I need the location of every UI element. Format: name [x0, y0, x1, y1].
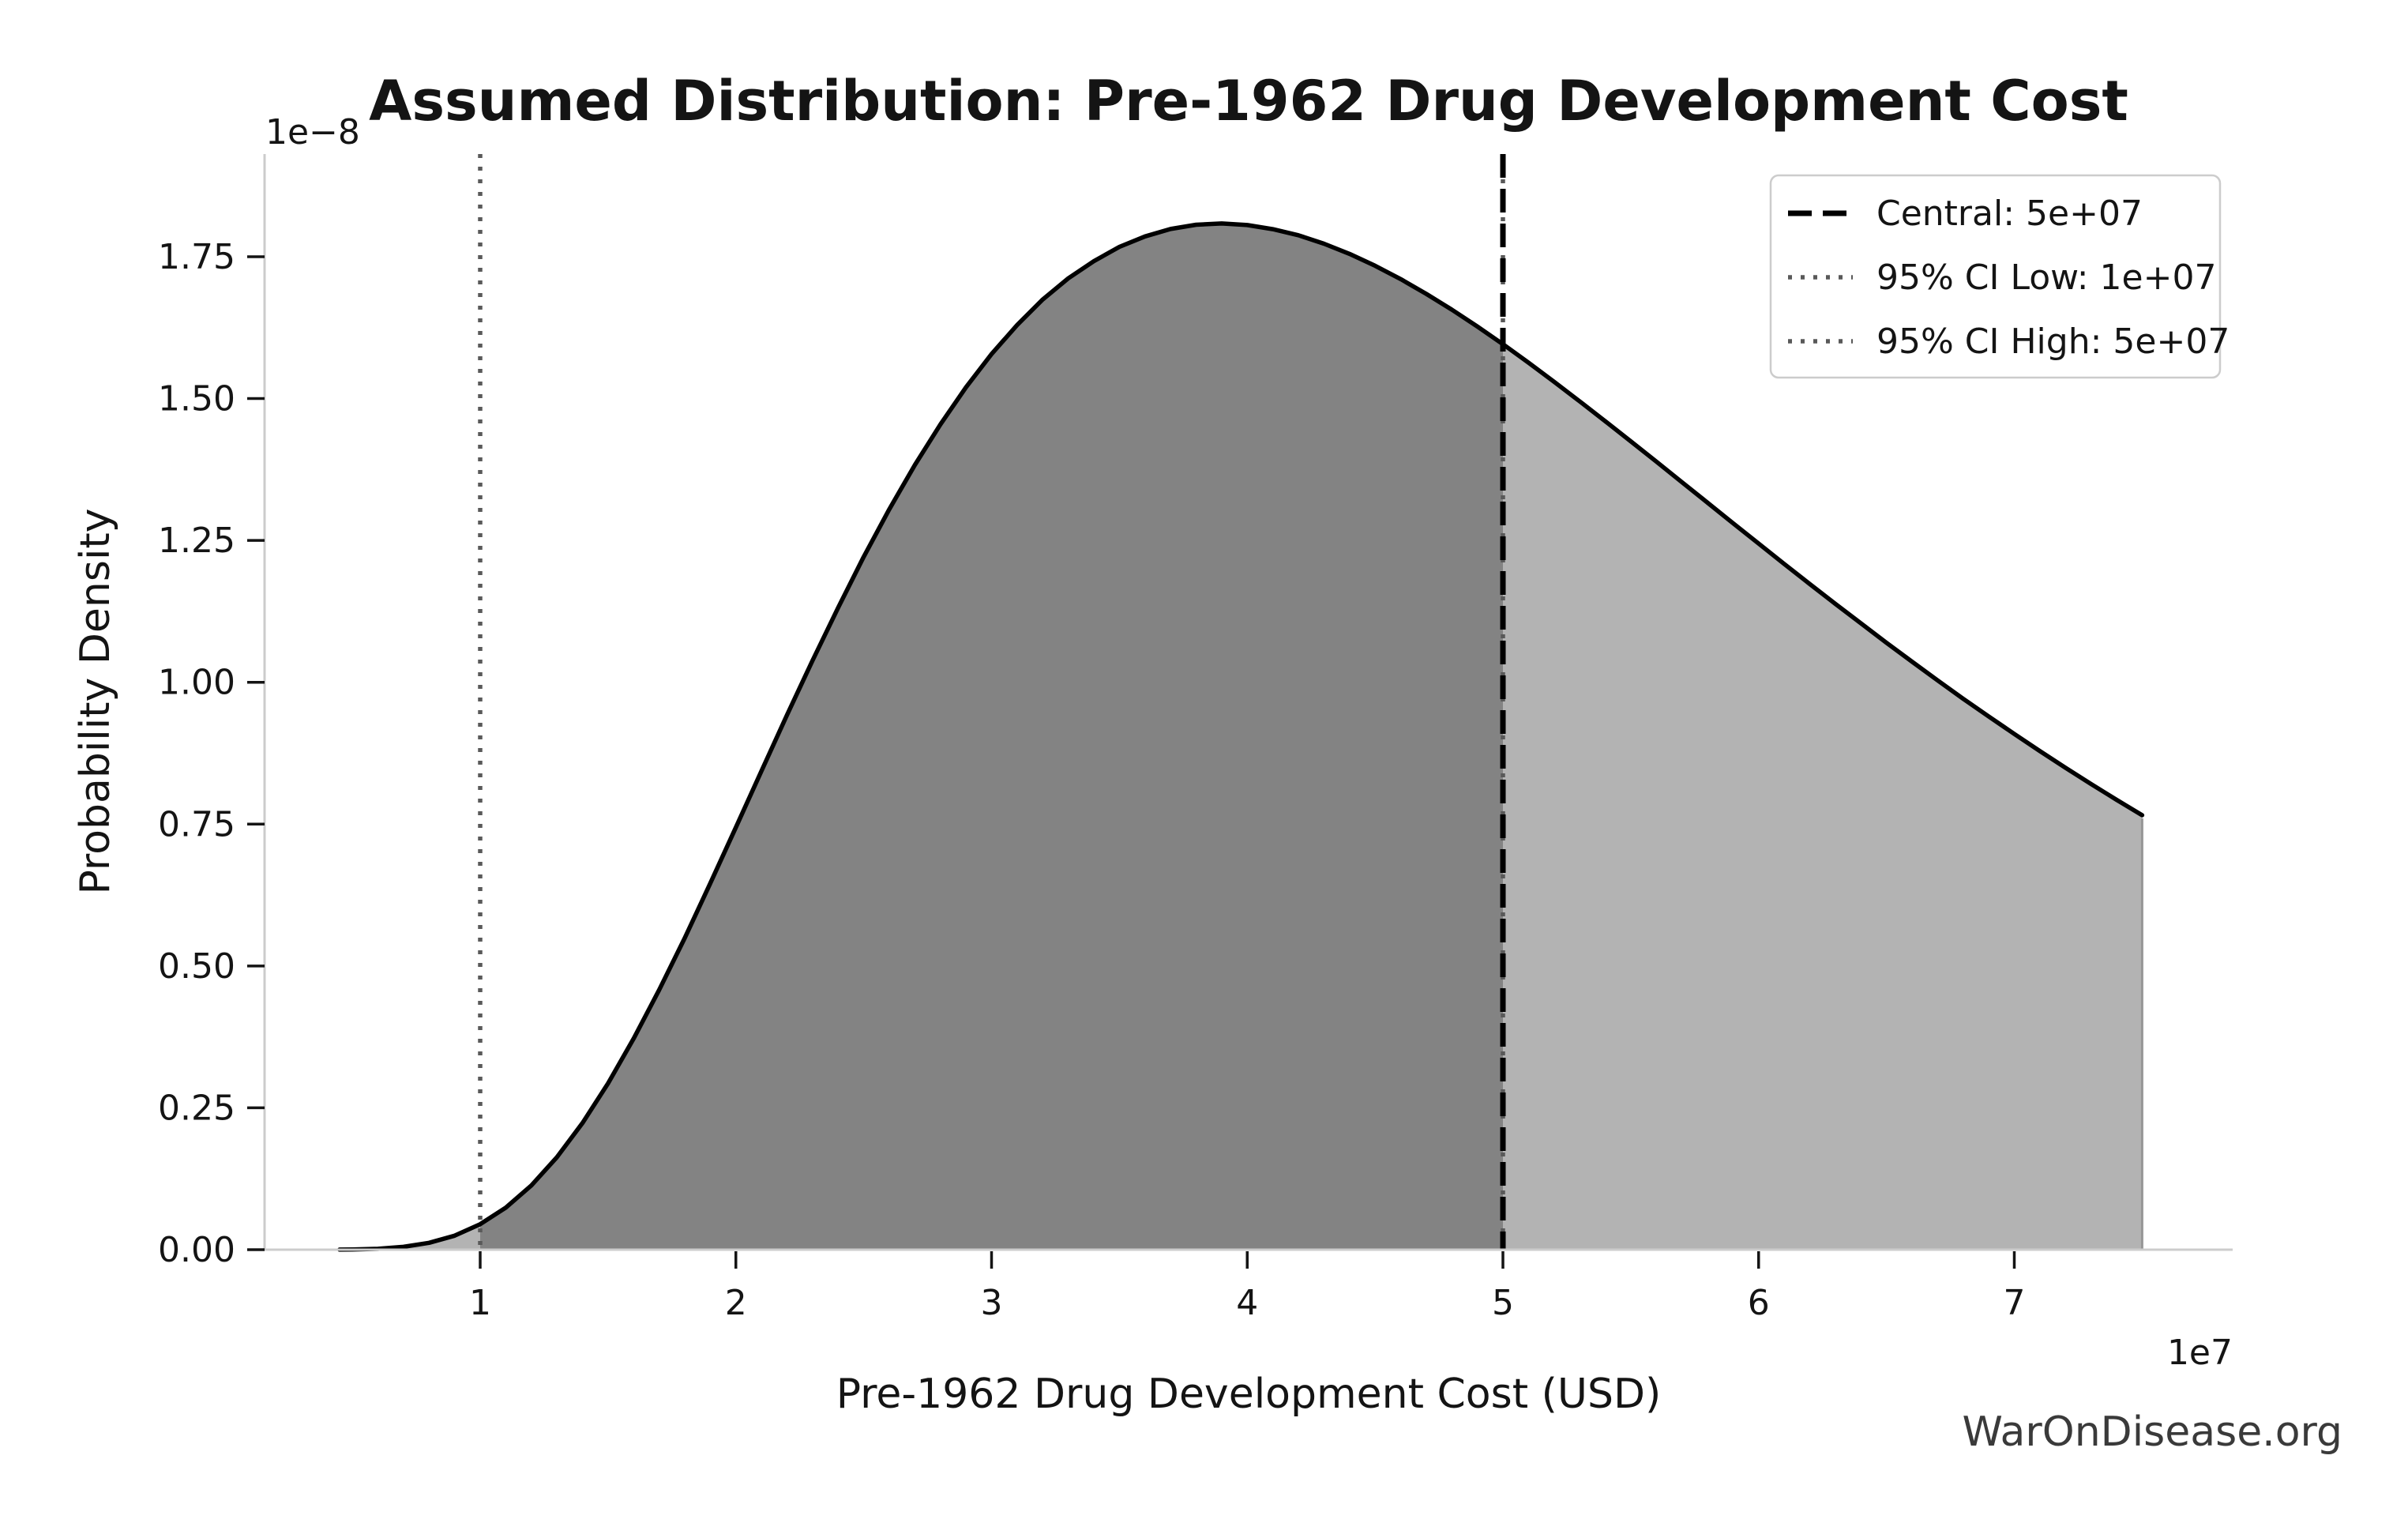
x-tick-label: 2	[725, 1283, 747, 1323]
plot-area	[337, 154, 2145, 1252]
x-tick-label: 1	[469, 1283, 491, 1323]
y-tick-label: 1.00	[158, 663, 235, 703]
y-tick-label: 0.00	[158, 1230, 235, 1270]
page-title: Assumed Distribution: Pre-1962 Drug Deve…	[369, 69, 2128, 133]
y-tick-label: 0.75	[158, 804, 235, 844]
x-offset-label: 1e7	[2167, 1333, 2233, 1373]
tail-fill-left	[339, 1224, 480, 1250]
ci-fill	[480, 223, 1503, 1250]
y-tick-label: 1.50	[158, 379, 235, 419]
y-tick-label: 0.50	[158, 946, 235, 987]
y-tick-label: 0.25	[158, 1088, 235, 1128]
x-axis-label: Pre-1962 Drug Development Cost (USD)	[836, 1371, 1662, 1418]
y-axis-label: Probability Density	[72, 508, 119, 894]
x-tick-label: 5	[1492, 1283, 1514, 1323]
legend: Central: 5e+07 95% CI Low: 1e+07 95% CI Hi…	[1769, 174, 2230, 379]
density-curve	[337, 221, 2145, 1252]
axes: 1 2 3 4 5 6 7 0.00 0.25 0.50 0.75 1.00 1.25 1.50 1.75…	[72, 69, 2233, 1418]
y-offset-label: 1e−8	[265, 112, 360, 152]
legend-items: Central: 5e+07 95% CI Low: 1e+07 95% CI Hi…	[1788, 194, 2230, 362]
watermark: WarOnDisease.org	[1962, 1408, 2342, 1456]
legend-item-label: 95% CI Low: 1e+07	[1876, 258, 2216, 298]
x-tick-label: 6	[1748, 1283, 1770, 1323]
y-tick-label: 1.25	[158, 521, 235, 561]
y-tick-label: 1.75	[158, 237, 235, 277]
y-ticks: 0.00 0.25 0.50 0.75 1.00 1.25 1.50 1.75	[158, 237, 265, 1270]
legend-box	[1769, 174, 2222, 379]
x-tick-label: 4	[1236, 1283, 1258, 1323]
tail-fill-right	[1503, 344, 2143, 1250]
x-tick-label: 3	[981, 1283, 1003, 1323]
legend-item-label: Central: 5e+07	[1876, 194, 2143, 234]
x-tick-label: 7	[2004, 1283, 2026, 1323]
legend-item-label: 95% CI High: 5e+07	[1876, 322, 2230, 362]
x-ticks: 1 2 3 4 5 6 7	[469, 1251, 2026, 1323]
